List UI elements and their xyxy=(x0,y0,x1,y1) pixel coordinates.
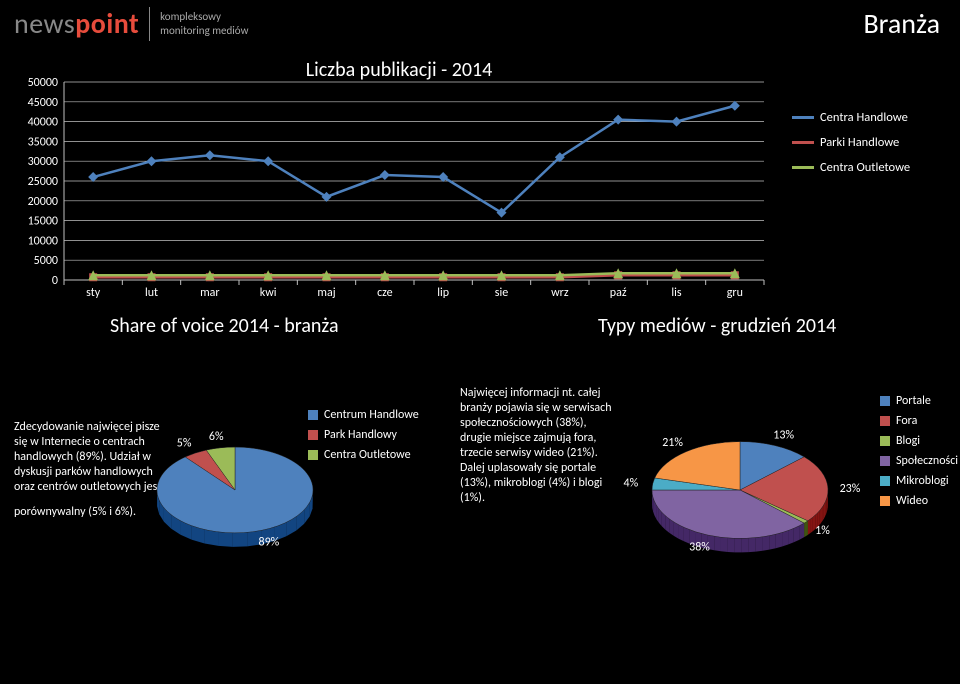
svg-text:wrz: wrz xyxy=(551,286,569,300)
logo-wordmark: newspoint xyxy=(14,6,139,41)
svg-text:30000: 30000 xyxy=(28,155,58,169)
logo-divider xyxy=(149,7,150,41)
legend-item: Społeczności xyxy=(880,454,958,468)
svg-text:23%: 23% xyxy=(840,482,861,496)
legend-item: Park Handlowy xyxy=(308,428,419,442)
svg-text:lip: lip xyxy=(437,286,449,300)
line-chart-svg: 0 5000 10000 15000 20000 25000 30000 35000 40000… xyxy=(14,64,774,300)
svg-text:35000: 35000 xyxy=(28,135,58,149)
svg-text:cze: cze xyxy=(377,286,393,300)
svg-text:5%: 5% xyxy=(177,437,192,451)
svg-text:kwi: kwi xyxy=(260,286,277,300)
page-title: Branża xyxy=(863,6,940,41)
types-legend: Portale Fora Blogi Społeczności Mikroblogi Wi… xyxy=(880,394,958,514)
line-chart: Liczba publikacji - 2014 050001000015000… xyxy=(14,64,784,294)
svg-text:89%: 89% xyxy=(258,536,279,550)
svg-text:paź: paź xyxy=(610,286,627,300)
legend-item: Mikroblogi xyxy=(880,474,958,488)
legend-item: Centra Handlowe xyxy=(792,110,910,125)
svg-text:lis: lis xyxy=(671,286,682,300)
sov-body-text: Zdecydowanie najwięcej pisze się w Inter… xyxy=(14,420,164,520)
svg-text:10000: 10000 xyxy=(28,234,58,248)
svg-text:38%: 38% xyxy=(689,540,710,554)
legend-item: Centrum Handlowe xyxy=(308,408,419,422)
logo-text: news xyxy=(14,6,75,41)
slide: { "header": { "logo_text_plain": "news",… xyxy=(0,0,960,684)
svg-text:50000: 50000 xyxy=(28,76,58,90)
svg-text:20000: 20000 xyxy=(28,195,58,209)
legend-item: Fora xyxy=(880,414,958,428)
legend-item: Centra Outletowe xyxy=(308,448,419,462)
sov-title: Share of voice 2014 - branża xyxy=(110,314,339,338)
svg-text:15000: 15000 xyxy=(28,215,58,229)
sov-legend: Centrum Handlowe Park Handlowy Centra Outl… xyxy=(308,408,419,468)
types-title: Typy mediów - grudzień 2014 xyxy=(598,314,836,338)
svg-text:25000: 25000 xyxy=(28,175,58,189)
svg-text:0: 0 xyxy=(52,274,58,288)
svg-text:40000: 40000 xyxy=(28,116,58,130)
legend-item: Centra Outletowe xyxy=(792,160,910,175)
svg-text:lut: lut xyxy=(145,286,158,300)
svg-text:maj: maj xyxy=(317,286,335,300)
svg-text:mar: mar xyxy=(200,286,220,300)
brand-logo: newspoint kompleksowy monitoring mediów xyxy=(14,6,248,41)
legend-item: Parki Handlowe xyxy=(792,135,910,150)
svg-text:45000: 45000 xyxy=(28,96,58,110)
svg-text:gru: gru xyxy=(727,286,743,300)
svg-text:6%: 6% xyxy=(209,430,224,444)
svg-text:5000: 5000 xyxy=(34,254,58,268)
line-chart-legend: Centra Handlowe Parki Handlowe Centra Outl… xyxy=(792,110,910,185)
legend-item: Wideo xyxy=(880,494,958,508)
legend-item: Portale xyxy=(880,394,958,408)
svg-text:4%: 4% xyxy=(624,476,639,490)
svg-text:sie: sie xyxy=(495,286,508,300)
types-body-text: Najwięcej informacji nt. całej branży po… xyxy=(460,386,620,506)
logo-subtitle: kompleksowy monitoring mediów xyxy=(160,10,248,36)
svg-text:21%: 21% xyxy=(662,436,683,450)
svg-text:sty: sty xyxy=(86,286,101,300)
svg-text:13%: 13% xyxy=(773,428,794,442)
svg-text:1%: 1% xyxy=(815,524,830,538)
legend-item: Blogi xyxy=(880,434,958,448)
logo-accent: point xyxy=(75,6,139,41)
